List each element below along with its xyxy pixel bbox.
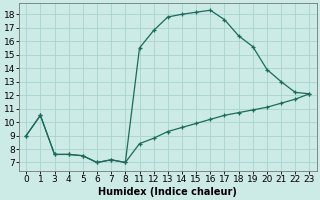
X-axis label: Humidex (Indice chaleur): Humidex (Indice chaleur) bbox=[98, 187, 237, 197]
